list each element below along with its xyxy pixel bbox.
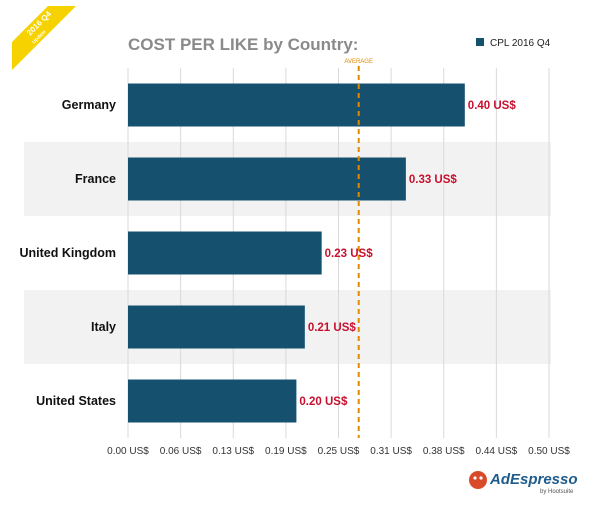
x-tick-label: 0.06 US$ [160, 446, 202, 457]
data-labels: 0.40 US$ 0.33 US$ 0.23 US$ 0.21 US$ 0.20 US$ [299, 100, 516, 408]
bar [128, 83, 465, 127]
category-label: Italy [91, 320, 116, 334]
data-label: 0.40 US$ [468, 100, 517, 112]
update-badge: 2016 Q4 Update [12, 6, 76, 70]
data-label: 0.21 US$ [308, 322, 357, 334]
category-label: United Kingdom [19, 246, 116, 260]
data-label: 0.20 US$ [299, 396, 348, 408]
brand-name: AdEspresso [489, 471, 578, 488]
legend-swatch [476, 38, 484, 46]
bars [128, 83, 465, 423]
bar [128, 231, 322, 275]
chart-title: COST PER LIKE by Country: [128, 35, 358, 54]
data-label: 0.23 US$ [325, 248, 374, 260]
x-tick-label: 0.44 US$ [476, 446, 518, 457]
x-tick-label: 0.00 US$ [107, 446, 149, 457]
bar [128, 305, 305, 349]
mascot-eye-icon [473, 476, 477, 480]
x-tick-label: 0.38 US$ [423, 446, 465, 457]
x-tick-label: 0.19 US$ [265, 446, 307, 457]
mascot-eye-icon [479, 476, 483, 480]
legend-label: CPL 2016 Q4 [490, 38, 551, 49]
brand-logo: AdEspresso by Hootsuite [469, 471, 578, 495]
x-tick-label: 0.13 US$ [212, 446, 254, 457]
brand-subtitle: by Hootsuite [540, 489, 574, 495]
average-line-group: AVERAGE [344, 59, 373, 438]
bar [128, 379, 297, 423]
data-label: 0.33 US$ [409, 174, 458, 186]
category-labels: Germany France United Kingdom Italy United S… [19, 98, 116, 408]
x-tick-label: 0.25 US$ [318, 446, 360, 457]
category-label: France [75, 172, 116, 186]
badge-ribbon [12, 6, 76, 70]
x-tick-labels: 0.00 US$ 0.06 US$ 0.13 US$ 0.19 US$ 0.25 US$… [107, 446, 570, 457]
category-label: Germany [62, 98, 116, 112]
legend: CPL 2016 Q4 [476, 38, 551, 49]
x-tick-label: 0.31 US$ [370, 446, 412, 457]
mascot-icon [469, 471, 487, 489]
bar [128, 157, 406, 201]
category-label: United States [36, 394, 116, 408]
x-tick-label: 0.50 US$ [528, 446, 570, 457]
average-label: AVERAGE [344, 59, 373, 65]
